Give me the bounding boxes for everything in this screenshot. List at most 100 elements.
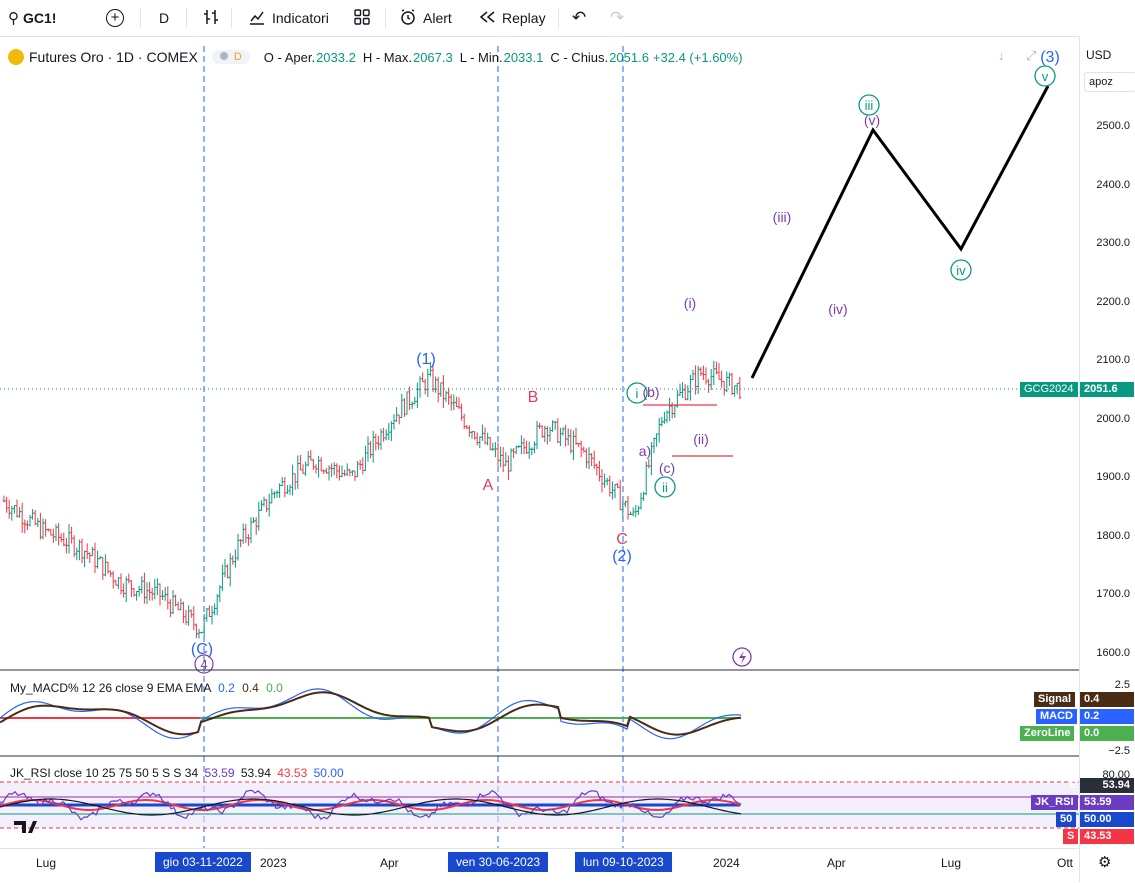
price-bar bbox=[613, 483, 617, 499]
price-bar bbox=[488, 437, 492, 451]
price-axis[interactable]: USD apoz 2500.0 2400.0 2300.0 2200.0 210… bbox=[1079, 36, 1135, 882]
price-bar bbox=[176, 601, 180, 611]
alert-button[interactable]: Alert bbox=[399, 0, 452, 36]
rsi-value-2: 53.94 bbox=[240, 766, 271, 780]
price-bar bbox=[215, 593, 219, 616]
price-bar bbox=[364, 445, 367, 472]
price-bar bbox=[579, 440, 583, 458]
price-bar bbox=[715, 361, 718, 375]
price-bar bbox=[371, 430, 375, 463]
price-bar bbox=[189, 609, 193, 618]
price-bar bbox=[725, 371, 729, 392]
price-bar bbox=[49, 528, 53, 536]
symbol-label: GC1! bbox=[23, 10, 57, 26]
settings-gear-icon[interactable]: ⚙ bbox=[1098, 854, 1112, 871]
legend-badge-label: D bbox=[233, 51, 242, 63]
zero-label-tag: ZeroLine bbox=[1020, 726, 1075, 741]
price-bar bbox=[722, 380, 726, 396]
rsi-s-value-tag: 43.53 bbox=[1080, 829, 1134, 844]
price-bar bbox=[733, 385, 736, 397]
price-bar bbox=[166, 586, 170, 610]
price-bar bbox=[712, 360, 716, 386]
price-bar bbox=[416, 382, 419, 409]
price-bar bbox=[543, 425, 547, 442]
price-bar bbox=[213, 603, 216, 616]
price-bar bbox=[348, 468, 352, 477]
price-bar bbox=[559, 427, 562, 447]
currency-select[interactable]: USD bbox=[1086, 48, 1112, 62]
price-bar bbox=[538, 422, 541, 430]
price-bar bbox=[31, 508, 34, 520]
price-bar bbox=[184, 609, 188, 625]
undo-button[interactable]: ↶ bbox=[572, 0, 586, 36]
legend-open: 2033.2 bbox=[316, 49, 356, 65]
price-bar bbox=[657, 417, 661, 443]
chart-type-button[interactable] bbox=[202, 0, 220, 36]
download-icon[interactable]: ↓ bbox=[998, 48, 1005, 63]
gold-coin-icon bbox=[8, 49, 24, 65]
price-bar bbox=[293, 473, 297, 490]
price-bar bbox=[481, 424, 484, 441]
price-bar bbox=[395, 407, 398, 422]
time-label: 2024 bbox=[713, 856, 740, 870]
top-toolbar: ⚲ GC1! + D Indicatori Alert Replay bbox=[0, 0, 1135, 37]
price-bar bbox=[634, 505, 638, 518]
price-bar bbox=[332, 462, 336, 476]
price-bar bbox=[306, 451, 310, 467]
time-axis[interactable]: Lug 2023 Apr 2024 Apr Lug Ott gio 03-11-… bbox=[0, 848, 1079, 883]
price-bar bbox=[254, 517, 258, 535]
price-bar bbox=[499, 446, 502, 468]
rsi-50-label-tag: 50 bbox=[1056, 812, 1077, 827]
price-tick: 2000.0 bbox=[1096, 413, 1130, 425]
price-bar bbox=[423, 378, 427, 395]
price-bar bbox=[369, 440, 372, 459]
wave-label-v: v bbox=[1042, 69, 1049, 84]
price-bar bbox=[678, 383, 682, 396]
price-bar bbox=[195, 623, 198, 639]
price-bar bbox=[33, 510, 37, 526]
rsi-s-line bbox=[0, 798, 742, 816]
price-bar bbox=[288, 484, 292, 495]
price-bar bbox=[228, 553, 232, 587]
price-bar bbox=[616, 482, 619, 489]
macd-title: My_MACD% 12 26 close 9 EMA EMA bbox=[10, 681, 211, 695]
price-bar bbox=[111, 570, 115, 589]
price-bar bbox=[314, 464, 318, 474]
price-bar bbox=[262, 496, 266, 507]
redo-button[interactable]: ↷ bbox=[610, 0, 624, 36]
symbol-search[interactable]: ⚲ GC1! bbox=[8, 0, 56, 36]
wave-label-p-iv: (iv) bbox=[828, 301, 847, 317]
price-bar bbox=[449, 394, 453, 411]
fullscreen-icon[interactable]: ⤢ bbox=[1026, 48, 1037, 63]
price-bar bbox=[145, 582, 149, 604]
price-bar bbox=[436, 376, 440, 403]
bars-icon bbox=[202, 8, 220, 29]
chart-canvas[interactable]: (1) (2) (3) (C) A B C 4 i ii iii iv v (i… bbox=[0, 37, 1079, 848]
legend-badge[interactable]: D bbox=[211, 50, 250, 64]
price-bar bbox=[644, 461, 648, 496]
price-bar bbox=[475, 432, 479, 446]
price-bar bbox=[130, 580, 133, 597]
price-bar bbox=[257, 501, 261, 531]
price-bar bbox=[457, 397, 461, 409]
price-bar bbox=[491, 442, 495, 451]
alarm-clock-icon bbox=[399, 8, 417, 29]
zero-value-tag: 0.0 bbox=[1080, 726, 1134, 741]
indicators-button[interactable]: Indicatori bbox=[248, 0, 329, 36]
price-bar bbox=[36, 518, 40, 528]
legend-high-label: H - Max. bbox=[362, 49, 412, 65]
rsi-e-label: E bbox=[1070, 779, 1078, 791]
layouts-button[interactable] bbox=[353, 0, 371, 36]
scale-mode-select[interactable]: apoz bbox=[1084, 72, 1135, 92]
price-bar bbox=[343, 469, 346, 477]
price-bar bbox=[387, 422, 391, 441]
wave-label-C: C bbox=[616, 531, 628, 548]
interval-button[interactable]: D bbox=[159, 0, 169, 36]
rsi-e-value-tag: E 53.94 bbox=[1070, 778, 1134, 793]
price-bar bbox=[642, 491, 645, 501]
compare-button[interactable]: + bbox=[106, 0, 124, 36]
price-bar bbox=[85, 543, 89, 560]
replay-button[interactable]: Replay bbox=[478, 0, 546, 36]
price-bar bbox=[260, 500, 263, 512]
price-bar bbox=[304, 461, 307, 477]
